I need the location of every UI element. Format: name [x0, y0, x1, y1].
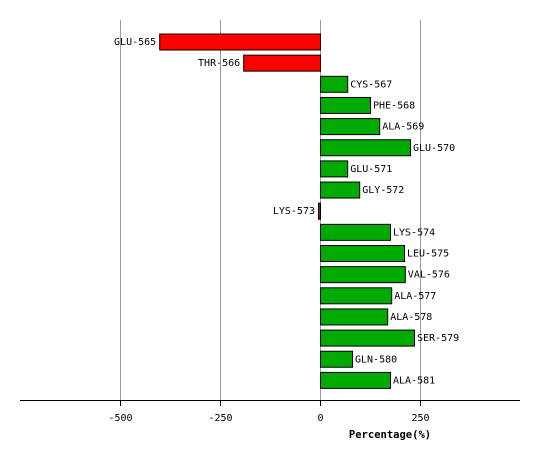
bar-label: SER-579 [417, 333, 459, 344]
bar [243, 54, 321, 72]
bar-label: GLU-570 [413, 143, 455, 154]
bar [320, 329, 415, 347]
x-axis-title: Percentage(%) [349, 429, 431, 441]
bar-label: GLY-572 [362, 185, 404, 196]
bar [159, 33, 321, 51]
bar-label: GLN-580 [355, 354, 397, 365]
bar [320, 96, 371, 114]
bar-label: THR-566 [198, 58, 240, 69]
x-axis: -500 -250 0 250 [20, 400, 520, 424]
bar-label: ALA-577 [394, 291, 436, 302]
x-tick-label: 250 [411, 413, 429, 424]
x-tick-label: -500 [108, 413, 132, 424]
bar-label: LYS-574 [393, 227, 435, 238]
bar [320, 266, 406, 284]
bar [318, 202, 321, 220]
bar [320, 350, 353, 368]
x-tick-label: 0 [317, 413, 323, 424]
bar-label: LYS-573 [273, 206, 315, 217]
bar [320, 223, 391, 241]
bar [320, 118, 381, 136]
bar-label: ALA-581 [393, 375, 435, 386]
bar [320, 181, 361, 199]
x-tick-label: -250 [208, 413, 232, 424]
bars: GLU-565 THR-566 CYS-567 PHE-568 ALA-569 GLU-5… [114, 33, 459, 389]
bar-label: GLU-571 [350, 164, 392, 175]
bar-label: VAL-576 [408, 270, 450, 281]
bar [320, 75, 349, 93]
bar [320, 245, 405, 262]
bar [320, 139, 411, 157]
bar [320, 308, 389, 326]
bar [320, 160, 349, 178]
bar-label: CYS-567 [350, 79, 392, 90]
bar-label: ALA-569 [382, 122, 424, 133]
bar-label: ALA-578 [390, 312, 432, 323]
bar-label: PHE-568 [373, 100, 415, 111]
bar [320, 371, 391, 389]
bar-label: LEU-575 [407, 249, 449, 260]
bar-label: GLU-565 [114, 37, 156, 48]
bar [320, 287, 393, 305]
